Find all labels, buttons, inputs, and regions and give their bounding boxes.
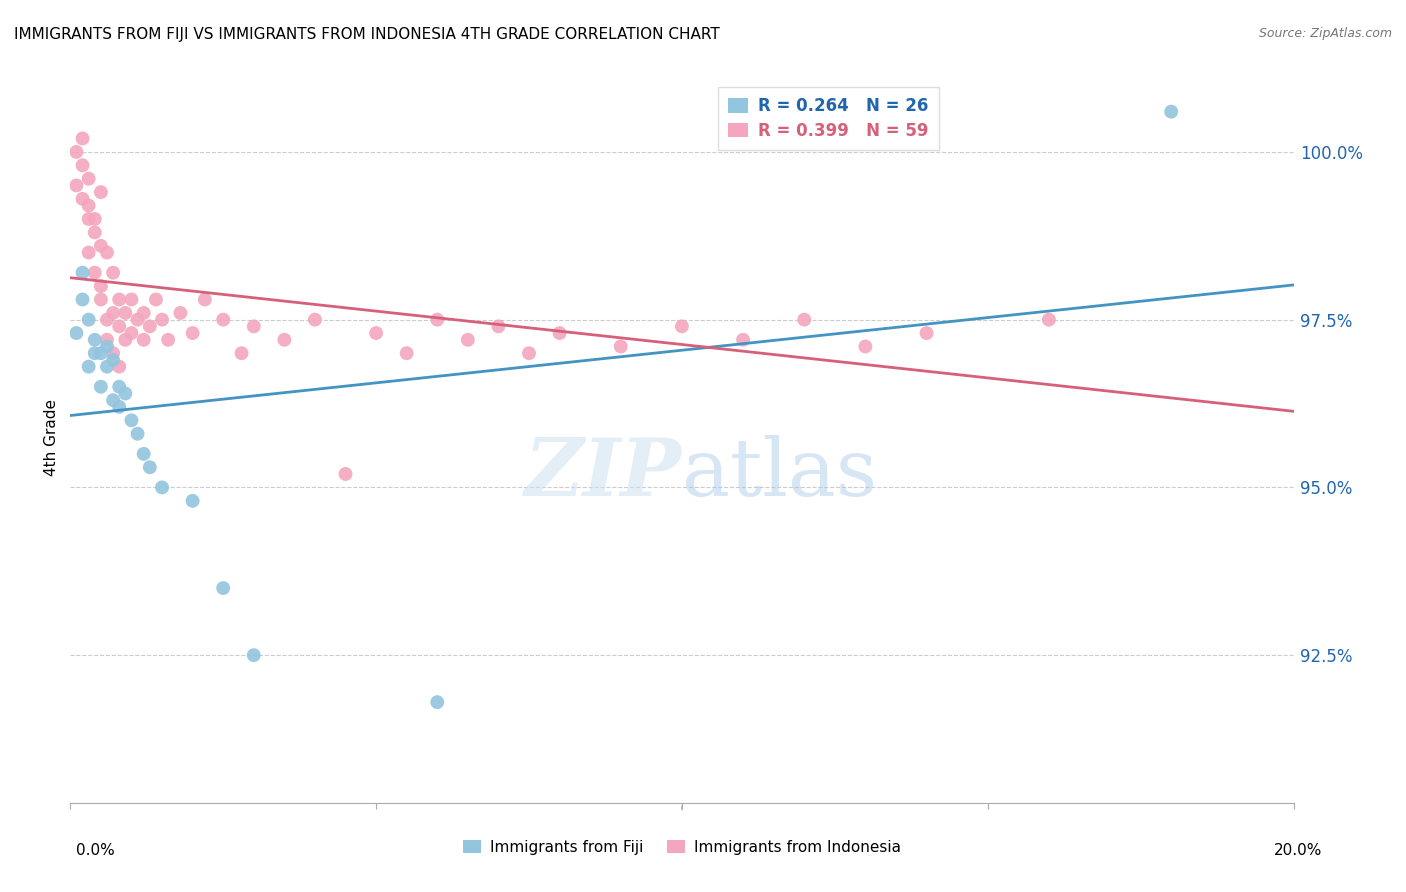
Point: [1160, 104, 1182, 119]
Point: [366, 326, 388, 340]
Point: [77, 245, 100, 260]
Point: [96, 333, 118, 347]
Point: [90, 380, 112, 394]
Point: [150, 312, 173, 326]
Point: [150, 480, 173, 494]
Point: [181, 493, 204, 508]
Point: [671, 319, 693, 334]
Point: [108, 293, 131, 307]
Point: [114, 306, 136, 320]
Point: [127, 312, 149, 326]
Point: [181, 326, 204, 340]
Point: [77, 359, 100, 374]
Point: [114, 386, 136, 401]
Point: [335, 467, 357, 481]
Y-axis label: 4th Grade: 4th Grade: [44, 399, 59, 475]
Point: [83, 346, 105, 360]
Point: [77, 312, 100, 326]
Point: [157, 333, 180, 347]
Point: [231, 346, 253, 360]
Point: [83, 226, 105, 240]
Point: [72, 158, 94, 172]
Point: [96, 359, 118, 374]
Point: [72, 293, 94, 307]
Point: [132, 333, 155, 347]
Point: [139, 460, 162, 475]
Point: [132, 447, 155, 461]
Point: [915, 326, 938, 340]
Point: [273, 333, 295, 347]
Point: [65, 178, 87, 193]
Point: [108, 380, 131, 394]
Point: [83, 333, 105, 347]
Point: [96, 312, 118, 326]
Point: [101, 352, 124, 367]
Point: [77, 212, 100, 227]
Point: [488, 319, 510, 334]
Point: [243, 648, 266, 662]
Point: [733, 333, 755, 347]
Point: [101, 393, 124, 408]
Point: [90, 293, 112, 307]
Point: [517, 346, 540, 360]
Text: ZIP: ZIP: [524, 435, 682, 512]
Point: [1038, 312, 1060, 326]
Point: [108, 319, 131, 334]
Point: [65, 326, 87, 340]
Point: [114, 333, 136, 347]
Point: [90, 279, 112, 293]
Text: 20.0%: 20.0%: [1274, 843, 1322, 858]
Point: [132, 306, 155, 320]
Text: IMMIGRANTS FROM FIJI VS IMMIGRANTS FROM INDONESIA 4TH GRADE CORRELATION CHART: IMMIGRANTS FROM FIJI VS IMMIGRANTS FROM …: [14, 27, 720, 42]
Point: [96, 339, 118, 353]
Point: [101, 266, 124, 280]
Point: [426, 695, 449, 709]
Point: [96, 245, 118, 260]
Point: [395, 346, 418, 360]
Point: [548, 326, 571, 340]
Point: [304, 312, 326, 326]
Point: [65, 145, 87, 159]
Point: [101, 346, 124, 360]
Point: [72, 266, 94, 280]
Point: [77, 198, 100, 212]
Point: [83, 266, 105, 280]
Point: [212, 312, 235, 326]
Point: [457, 333, 479, 347]
Point: [121, 293, 143, 307]
Point: [145, 293, 167, 307]
Point: [426, 312, 449, 326]
Point: [101, 306, 124, 320]
Point: [72, 192, 94, 206]
Point: [855, 339, 877, 353]
Point: [793, 312, 815, 326]
Point: [121, 326, 143, 340]
Point: [90, 239, 112, 253]
Point: [90, 185, 112, 199]
Point: [139, 319, 162, 334]
Text: 0.0%: 0.0%: [76, 843, 115, 858]
Point: [77, 171, 100, 186]
Point: [212, 581, 235, 595]
Point: [127, 426, 149, 441]
Point: [169, 306, 191, 320]
Text: atlas: atlas: [682, 434, 877, 513]
Point: [610, 339, 633, 353]
Point: [108, 400, 131, 414]
Text: Source: ZipAtlas.com: Source: ZipAtlas.com: [1258, 27, 1392, 40]
Point: [90, 346, 112, 360]
Point: [194, 293, 217, 307]
Point: [243, 319, 266, 334]
Point: [72, 131, 94, 145]
Point: [108, 359, 131, 374]
Point: [83, 212, 105, 227]
Legend: Immigrants from Fiji, Immigrants from Indonesia: Immigrants from Fiji, Immigrants from In…: [457, 834, 907, 861]
Point: [121, 413, 143, 427]
